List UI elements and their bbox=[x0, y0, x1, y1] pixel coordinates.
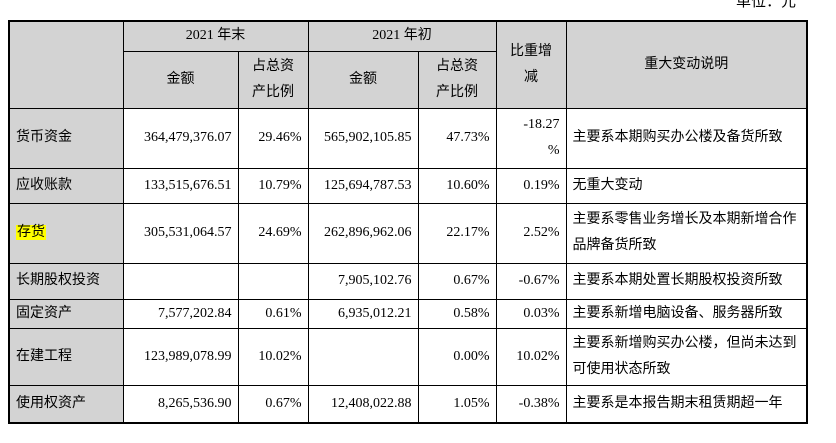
end-amount-cell: 7,577,202.84 bbox=[122, 298, 239, 329]
begin-amount-cell: 125,694,787.53 bbox=[307, 167, 419, 204]
amount-header-end: 金额 bbox=[122, 50, 239, 109]
table-row: 存货 305,531,064.57 24.69% 262,896,962.06 … bbox=[8, 202, 808, 264]
change-header: 比重增减 bbox=[495, 20, 567, 109]
ratio-header-text: 占总资产比例 bbox=[251, 58, 294, 100]
note-cell: 无重大变动 bbox=[565, 167, 808, 204]
note-cell: 主要系新增购买办公楼，但尚未达到可使用状态所致 bbox=[565, 327, 808, 386]
change-cell: 10.02% bbox=[495, 327, 567, 386]
end-ratio-cell: 10.02% bbox=[237, 327, 309, 386]
row-label: 使用权资产 bbox=[8, 384, 124, 424]
begin-ratio-cell: 0.58% bbox=[417, 298, 497, 329]
note-header: 重大变动说明 bbox=[565, 20, 808, 109]
ratio-header-begin: 占总资产比例 bbox=[417, 50, 497, 109]
begin-amount-cell: 565,902,105.85 bbox=[307, 107, 419, 169]
begin-ratio-cell: 22.17% bbox=[417, 202, 497, 264]
end-ratio-cell bbox=[237, 262, 309, 300]
begin-ratio-cell: 0.67% bbox=[417, 262, 497, 300]
note-cell: 主要系零售业务增长及本期新增合作品牌备货所致 bbox=[565, 202, 808, 264]
begin-ratio-cell: 1.05% bbox=[417, 384, 497, 424]
table-row: 货币资金 364,479,376.07 29.46% 565,902,105.8… bbox=[8, 107, 808, 169]
change-cell: 0.03% bbox=[495, 298, 567, 329]
end-amount-cell: 8,265,536.90 bbox=[122, 384, 239, 424]
ratio-header-end: 占总资产比例 bbox=[237, 50, 309, 109]
period-end-header: 2021 年末 bbox=[122, 20, 309, 52]
highlighted-label-text: 存货 bbox=[16, 225, 46, 240]
end-amount-cell: 123,989,078.99 bbox=[122, 327, 239, 386]
begin-ratio-cell: 0.00% bbox=[417, 327, 497, 386]
row-label: 应收账款 bbox=[8, 167, 124, 204]
change-cell: -0.67% bbox=[495, 262, 567, 300]
unit-label: 单位：元 bbox=[735, 0, 796, 10]
begin-ratio-cell: 47.73% bbox=[417, 107, 497, 169]
change-header-text: 比重增减 bbox=[509, 43, 552, 85]
table-row: 长期股权投资 7,905,102.76 0.67% -0.67% 主要系本期处置… bbox=[8, 262, 808, 300]
begin-amount-cell: 7,905,102.76 bbox=[307, 262, 419, 300]
note-cell: 主要系本期处置长期股权投资所致 bbox=[565, 262, 808, 300]
begin-amount-cell: 262,896,962.06 bbox=[307, 202, 419, 264]
change-cell: 0.19% bbox=[495, 167, 567, 204]
begin-ratio-cell: 10.60% bbox=[417, 167, 497, 204]
row-label: 存货 bbox=[8, 202, 124, 264]
amount-header-begin: 金额 bbox=[307, 50, 419, 109]
row-label: 货币资金 bbox=[8, 107, 124, 169]
end-amount-cell: 133,515,676.51 bbox=[122, 167, 239, 204]
end-amount-cell: 364,479,376.07 bbox=[122, 107, 239, 169]
row-label: 固定资产 bbox=[8, 298, 124, 329]
end-ratio-cell: 29.46% bbox=[237, 107, 309, 169]
row-label: 长期股权投资 bbox=[8, 262, 124, 300]
begin-amount-cell: 6,935,012.21 bbox=[307, 298, 419, 329]
table-row: 使用权资产 8,265,536.90 0.67% 12,408,022.88 1… bbox=[8, 384, 808, 424]
change-cell: 2.52% bbox=[495, 202, 567, 264]
note-cell: 主要系新增电脑设备、服务器所致 bbox=[565, 298, 808, 329]
table-row: 应收账款 133,515,676.51 10.79% 125,694,787.5… bbox=[8, 167, 808, 204]
end-amount-cell: 305,531,064.57 bbox=[122, 202, 239, 264]
asset-change-table: 2021 年末 2021 年初 比重增减 重大变动说明 金额 占总资产比例 金额… bbox=[8, 20, 808, 424]
change-cell: -0.38% bbox=[495, 384, 567, 424]
row-label: 在建工程 bbox=[8, 327, 124, 386]
note-cell: 主要系是本报告期末租赁期超一年 bbox=[565, 384, 808, 424]
begin-amount-cell bbox=[307, 327, 419, 386]
end-ratio-cell: 24.69% bbox=[237, 202, 309, 264]
end-ratio-cell: 0.67% bbox=[237, 384, 309, 424]
table-row: 固定资产 7,577,202.84 0.61% 6,935,012.21 0.5… bbox=[8, 298, 808, 329]
corner-header-cell bbox=[8, 20, 124, 109]
end-ratio-cell: 10.79% bbox=[237, 167, 309, 204]
change-cell: -18.27 % bbox=[495, 107, 567, 169]
end-amount-cell bbox=[122, 262, 239, 300]
table-row: 在建工程 123,989,078.99 10.02% 0.00% 10.02% … bbox=[8, 327, 808, 386]
begin-amount-cell: 12,408,022.88 bbox=[307, 384, 419, 424]
note-cell: 主要系本期购买办公楼及备货所致 bbox=[565, 107, 808, 169]
ratio-header-text: 占总资产比例 bbox=[435, 58, 478, 100]
period-begin-header: 2021 年初 bbox=[307, 20, 497, 52]
end-ratio-cell: 0.61% bbox=[237, 298, 309, 329]
